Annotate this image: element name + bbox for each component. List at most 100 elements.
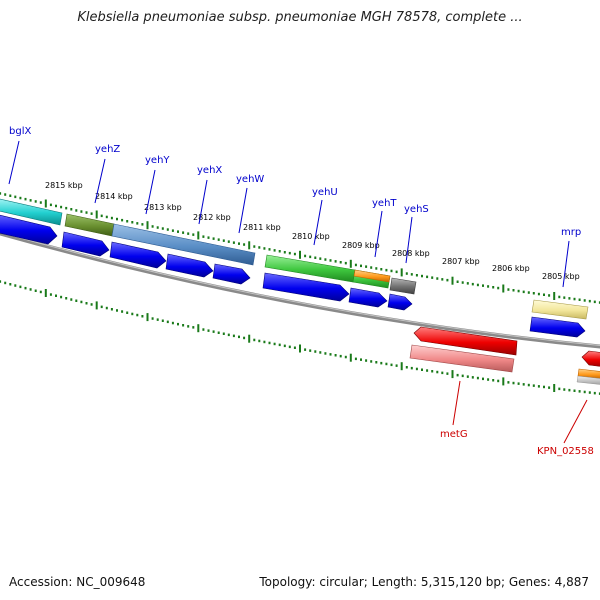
minor-tick: [217, 331, 220, 334]
cds-arrow-yehT[interactable]: [348, 287, 388, 308]
minor-tick: [405, 272, 408, 275]
minor-tick: [446, 278, 449, 282]
genome-backbone-highlight: [0, 231, 600, 347]
minor-tick: [268, 248, 271, 251]
minor-tick: [339, 354, 342, 358]
cds-arrow-mrp[interactable]: [529, 316, 586, 338]
major-tick: [299, 250, 301, 259]
minor-tick: [232, 334, 235, 338]
tick-label-2813: 2813 kbp: [144, 203, 182, 212]
minor-tick: [365, 359, 368, 362]
minor-tick: [354, 263, 357, 267]
tick-label-2805: 2805 kbp: [542, 272, 580, 281]
minor-tick: [385, 268, 388, 272]
minor-tick: [593, 300, 596, 304]
minor-tick: [319, 351, 322, 354]
minor-tick: [0, 280, 2, 283]
gene-label-yehT[interactable]: yehT: [372, 198, 397, 209]
minor-tick: [90, 303, 93, 306]
gene-label-yehW[interactable]: yehW: [236, 174, 264, 185]
gene-labels: bglX yehZ yehY yehX yehW yehU yehT yehS …: [8, 126, 594, 457]
gene-label-KPN_02558[interactable]: KPN_02558: [537, 446, 594, 457]
gene-label-yehZ[interactable]: yehZ: [95, 144, 120, 155]
minor-tick: [14, 284, 17, 287]
minor-tick: [116, 217, 118, 221]
gene-KPN_02558-feature[interactable]: [577, 368, 600, 379]
accession-label: Accession: NC_009648: [9, 575, 146, 589]
minor-tick: [421, 274, 423, 278]
minor-tick: [136, 313, 139, 317]
cds-arrow-yehW[interactable]: [212, 263, 251, 285]
minor-tick: [202, 328, 205, 331]
gene-label-metG[interactable]: metG: [440, 429, 468, 440]
major-tick: [553, 292, 556, 300]
minor-tick: [70, 208, 73, 211]
minor-tick: [492, 286, 495, 289]
minor-tick: [192, 326, 195, 329]
tick-label-2815: 2815 kbp: [45, 181, 83, 190]
minor-tick: [75, 299, 78, 302]
minor-tick: [329, 353, 332, 356]
gene-label-yehS[interactable]: yehS: [404, 204, 429, 215]
minor-tick: [426, 369, 429, 372]
gene-mrp-feature[interactable]: [531, 299, 589, 320]
minor-tick: [258, 339, 261, 343]
minor-tick: [110, 216, 113, 220]
minor-tick: [105, 306, 108, 310]
tick-label-2807: 2807 kbp: [442, 257, 480, 266]
minor-tick: [212, 237, 215, 240]
leader-yehS: [405, 216, 413, 264]
tick-label-2809: 2809 kbp: [342, 241, 380, 250]
gene-label-yehX[interactable]: yehX: [197, 165, 222, 176]
cds-arrow-bglX[interactable]: [0, 214, 58, 245]
major-tick: [44, 289, 47, 297]
gene-yehY-feature[interactable]: [111, 223, 256, 266]
minor-tick: [334, 354, 337, 357]
minor-tick: [161, 227, 164, 230]
minor-tick: [431, 276, 434, 279]
gene-bglX-feature[interactable]: [0, 198, 63, 226]
minor-tick: [578, 390, 581, 393]
minor-tick: [548, 386, 551, 389]
forward-cds-track: [0, 214, 586, 338]
minor-tick: [482, 284, 484, 287]
gene-label-bglX[interactable]: bglX: [9, 126, 31, 137]
gene-metG-feature[interactable]: [409, 344, 515, 373]
minor-tick: [253, 338, 256, 342]
minor-tick: [90, 212, 93, 215]
minor-tick: [268, 341, 271, 345]
gene-label-yehU[interactable]: yehU: [312, 187, 338, 198]
cds-arrow-yehZ[interactable]: [61, 231, 110, 257]
minor-tick: [288, 345, 291, 349]
minor-tick: [222, 239, 225, 242]
minor-tick: [507, 288, 510, 291]
cds-arrow-yehY[interactable]: [109, 241, 167, 269]
major-tick: [146, 221, 149, 230]
gene-label-yehY[interactable]: yehY: [145, 155, 170, 166]
minor-tick: [207, 329, 210, 332]
cds-arrow-yehU[interactable]: [262, 272, 350, 302]
minor-tick: [476, 283, 479, 287]
minor-tick: [283, 251, 286, 254]
minor-tick: [507, 381, 510, 384]
major-tick: [248, 241, 251, 250]
minor-tick: [177, 322, 179, 326]
minor-tick: [75, 209, 78, 212]
minor-tick: [578, 298, 581, 301]
major-tick: [197, 231, 200, 240]
minor-tick: [497, 379, 500, 383]
gene-yehS-feature[interactable]: [389, 277, 417, 295]
minor-tick: [4, 281, 7, 285]
gene-label-mrp[interactable]: mrp: [561, 227, 581, 238]
minor-tick: [517, 289, 520, 293]
minor-tick: [222, 332, 225, 335]
minor-tick: [487, 378, 490, 381]
major-tick: [553, 384, 556, 392]
cds-arrow-KPN_02558[interactable]: [581, 350, 600, 367]
major-tick: [400, 362, 403, 371]
cds-arrow-metG[interactable]: [413, 326, 518, 356]
minor-tick: [395, 270, 398, 274]
cds-arrow-yehS[interactable]: [387, 293, 413, 311]
cds-arrow-yehX[interactable]: [165, 253, 214, 278]
